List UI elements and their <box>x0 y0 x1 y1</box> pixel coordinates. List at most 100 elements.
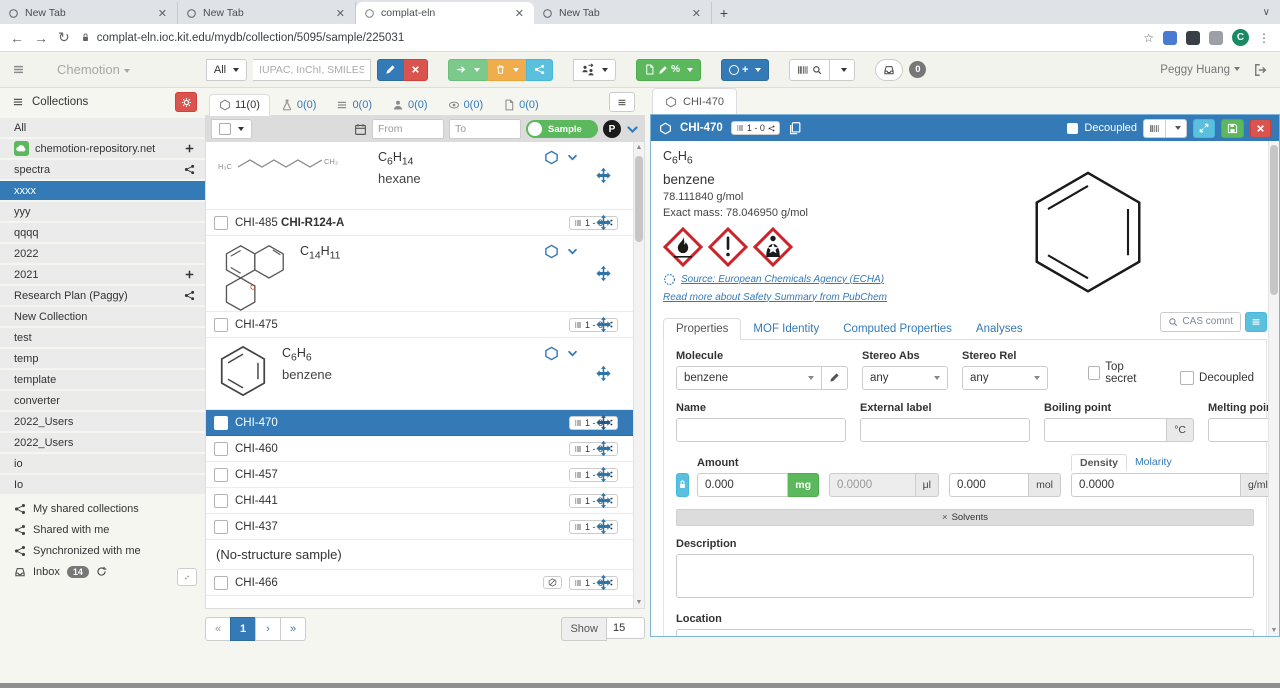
date-from-input[interactable] <box>372 119 444 139</box>
delete-button[interactable] <box>487 58 528 81</box>
row-checkbox[interactable] <box>214 467 228 482</box>
sidebar-item-all[interactable]: All <box>0 118 205 137</box>
decoupled-checkbox[interactable] <box>1180 370 1195 385</box>
tab-search-icon[interactable]: ∨ <box>1262 6 1270 18</box>
export-import-button[interactable] <box>573 58 617 81</box>
molecule-group-header[interactable]: O C14H11 <box>206 236 644 312</box>
close-button[interactable] <box>1250 118 1271 138</box>
save-button[interactable] <box>1221 118 1244 138</box>
literature-list-button[interactable] <box>1245 311 1267 332</box>
search-input[interactable] <box>253 58 372 81</box>
element-tab-5[interactable]: 0(0) <box>494 95 548 115</box>
drag-move-icon[interactable] <box>595 265 612 282</box>
drag-move-icon[interactable] <box>595 440 612 457</box>
structure-search-button[interactable] <box>377 58 405 81</box>
detail-tab-properties[interactable]: Properties <box>663 317 742 340</box>
scan-search-button[interactable] <box>789 58 831 81</box>
edit-molecule-button[interactable] <box>821 365 849 390</box>
amount-mol-unit-button[interactable]: mol <box>1029 472 1061 497</box>
drag-move-icon[interactable] <box>595 466 612 483</box>
detail-tab-analyses[interactable]: Analyses <box>975 322 1023 335</box>
element-tab-2[interactable]: 0(0) <box>327 95 381 115</box>
stereo-abs-select[interactable]: any <box>862 365 949 390</box>
stereo-rel-select[interactable]: any <box>962 365 1049 390</box>
list-scrollbar[interactable]: ▲ ▼ <box>633 142 644 608</box>
element-tab-0[interactable]: 11(0) <box>209 94 270 116</box>
share-collection-icon[interactable] <box>184 290 195 301</box>
search-scope-dropdown[interactable]: All <box>205 58 248 81</box>
no-structure-badge[interactable] <box>542 576 562 589</box>
print-barcode-button[interactable] <box>1143 118 1166 138</box>
drag-move-icon[interactable] <box>595 414 612 431</box>
sample-count-badge[interactable]: 1 - 0 <box>568 215 618 230</box>
sidebar-item-2022-users[interactable]: 2022_Users <box>0 433 205 452</box>
move-to-collection-button[interactable] <box>448 58 489 81</box>
row-checkbox[interactable] <box>214 215 228 230</box>
calendar-icon[interactable] <box>354 123 367 136</box>
create-new-button[interactable]: + <box>721 58 770 81</box>
select-all-dropdown[interactable] <box>211 119 252 139</box>
molecule-group-header[interactable]: H₃C CH₃ C6H14 hexane <box>206 142 644 210</box>
browser-tab[interactable]: New Tab ✕ <box>534 2 712 24</box>
drag-move-icon[interactable] <box>595 316 612 333</box>
element-tab-4[interactable]: 0(0) <box>439 95 493 115</box>
element-tab-1[interactable]: 0(0) <box>272 95 326 115</box>
extension-icon[interactable] <box>1186 30 1200 45</box>
amount-lock-button[interactable] <box>676 472 689 497</box>
browser-tab[interactable]: New Tab ✕ <box>0 2 178 24</box>
sidebar-item-xxxx[interactable]: xxxx <box>0 181 205 200</box>
translate-icon[interactable] <box>1163 30 1177 45</box>
page-button-»[interactable]: » <box>280 617 306 641</box>
row-checkbox[interactable] <box>214 415 228 430</box>
sidebar-expand-button[interactable] <box>177 568 197 586</box>
drag-move-icon[interactable] <box>595 518 612 535</box>
address-bar[interactable]: complat-eln.ioc.kit.edu/mydb/collection/… <box>80 32 404 44</box>
sample-count-badge[interactable]: 1 - 0 <box>730 121 780 135</box>
sample-row-chi-457[interactable]: CHI-457 1 - 0 <box>206 462 644 488</box>
drag-move-icon[interactable] <box>595 214 612 231</box>
decoupled-header-checkbox[interactable] <box>1067 122 1079 134</box>
drag-move-icon[interactable] <box>595 365 612 382</box>
browser-profile-avatar[interactable]: C <box>1232 29 1249 46</box>
drag-move-icon[interactable] <box>595 167 612 184</box>
barcode-dropdown[interactable] <box>1165 118 1187 138</box>
amount-volume-unit-button[interactable]: μl <box>915 472 939 497</box>
drag-move-icon[interactable] <box>595 574 612 591</box>
close-tab-icon[interactable]: ✕ <box>514 7 524 20</box>
amount-mass-input[interactable] <box>697 472 789 497</box>
refresh-inbox-icon[interactable] <box>96 566 107 577</box>
detail-tab-chi-470[interactable]: CHI-470 <box>652 88 737 114</box>
fullscreen-button[interactable] <box>1193 118 1215 138</box>
sample-row-chi-485[interactable]: CHI-485 CHI-R124-A 1 - 0 <box>206 210 644 236</box>
sidebar-inbox[interactable]: Inbox 14 <box>0 561 205 586</box>
sample-row-chi-460[interactable]: CHI-460 1 - 0 <box>206 436 644 462</box>
new-tab-button[interactable]: + <box>719 5 729 21</box>
pubchem-link[interactable]: Read more about Safety Summary from PubC… <box>663 291 887 303</box>
detail-tab-computed-properties[interactable]: Computed Properties <box>843 322 952 335</box>
row-checkbox[interactable] <box>214 519 228 534</box>
sidebar-link-synchronized-with-me[interactable]: Synchronized with me <box>0 540 205 561</box>
brand-menu[interactable]: Chemotion <box>57 62 130 77</box>
amount-mass-unit-button[interactable]: mg <box>788 472 819 497</box>
app-grid-icon[interactable] <box>12 63 25 76</box>
logout-icon[interactable] <box>1254 63 1268 77</box>
browser-menu-icon[interactable]: ⋮ <box>1258 30 1270 45</box>
cas-button[interactable]: CAS comnt <box>1160 311 1241 332</box>
solvents-collapse-bar[interactable]: × Solvents <box>676 508 1254 526</box>
sidebar-item-2021[interactable]: 2021 <box>0 265 205 284</box>
close-tab-icon[interactable]: ✕ <box>335 7 345 20</box>
collapse-chevron-icon[interactable] <box>567 152 578 163</box>
manage-collections-button[interactable] <box>175 92 197 112</box>
collapse-chevron-icon[interactable] <box>567 348 578 359</box>
amount-mol-input[interactable] <box>949 472 1030 497</box>
sidebar-item-test[interactable]: test <box>0 328 205 347</box>
molecule-select[interactable]: benzene <box>676 365 823 390</box>
boiling-point-input[interactable] <box>1044 417 1168 442</box>
sidebar-item-qqqq[interactable]: qqqq <box>0 223 205 242</box>
name-input[interactable] <box>676 417 846 442</box>
location-input[interactable] <box>676 628 1254 636</box>
copy-sample-icon[interactable] <box>788 121 802 135</box>
report-button[interactable]: % <box>636 58 702 81</box>
sidebar-item-chemotion-repository-net[interactable]: chemotion-repository.net <box>0 139 205 158</box>
show-per-page-input[interactable] <box>607 617 645 639</box>
